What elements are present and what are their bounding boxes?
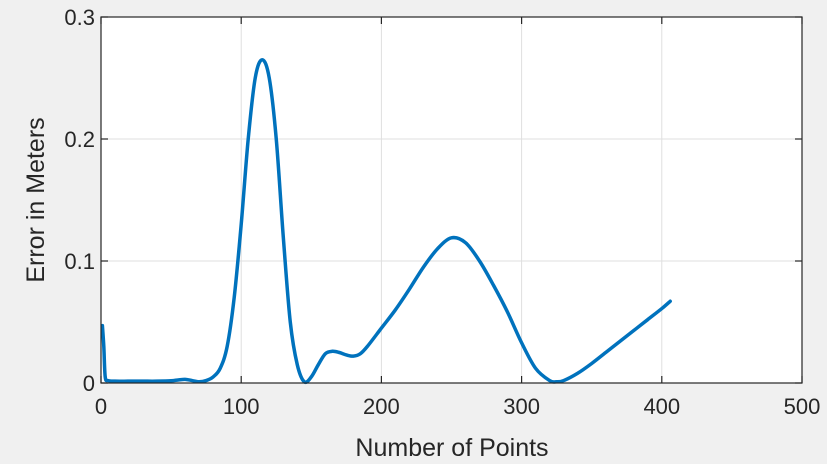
x-tick-label: 100: [223, 394, 260, 419]
x-ticks: [100, 17, 803, 383]
y-tick-label: 0: [83, 371, 95, 396]
y-tick-label: 0.1: [64, 249, 95, 274]
y-tick-label: 0.3: [64, 5, 95, 30]
x-axis-label: Number of Points: [355, 434, 548, 462]
y-axis-label: Error in Meters: [22, 117, 50, 282]
plot-area: [101, 17, 802, 383]
y-tick-label: 0.2: [64, 127, 95, 152]
plot-frame: [100, 16, 803, 384]
x-tick-labels: 0 100 200 300 400 500: [95, 394, 820, 419]
x-tick-label: 0: [95, 394, 107, 419]
series-line: [100, 57, 672, 385]
y-tick-labels: 0 0.1 0.2 0.3: [64, 5, 95, 396]
x-tick-label: 300: [503, 394, 540, 419]
x-tick-label: 400: [643, 394, 680, 419]
x-tick-label: 500: [784, 394, 821, 419]
x-tick-label: 200: [363, 394, 400, 419]
y-ticks: [101, 16, 802, 384]
